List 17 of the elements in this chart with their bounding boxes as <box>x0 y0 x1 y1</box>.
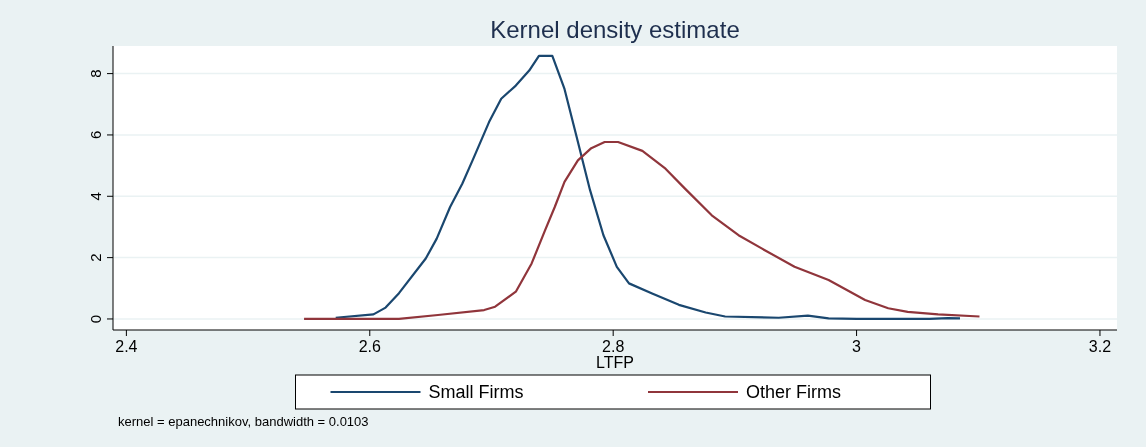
y-tick-label: 2 <box>87 253 104 262</box>
legend-label: Other Firms <box>746 382 842 402</box>
x-tick-label: 3.2 <box>1088 338 1112 355</box>
y-tick-label: 6 <box>87 130 104 140</box>
y-tick-label: 4 <box>87 192 104 201</box>
x-tick-label: 3 <box>852 338 862 355</box>
x-tick-label: 2.6 <box>358 338 381 355</box>
line-series <box>302 140 981 321</box>
text: kernel = epanechnikov, bandwidth = 0.0103 <box>118 414 369 429</box>
x-tick-label: 2.4 <box>115 338 138 355</box>
y-tick-label: 0 <box>87 314 104 324</box>
x-axis-title: LTFP <box>596 354 634 371</box>
x-tick-label: 2.8 <box>602 338 625 355</box>
legend-label: Small Firms <box>428 382 524 402</box>
y-tick-label: 8 <box>87 69 104 78</box>
chart-title: Kernel density estimate <box>490 16 740 43</box>
line-series <box>334 54 962 321</box>
